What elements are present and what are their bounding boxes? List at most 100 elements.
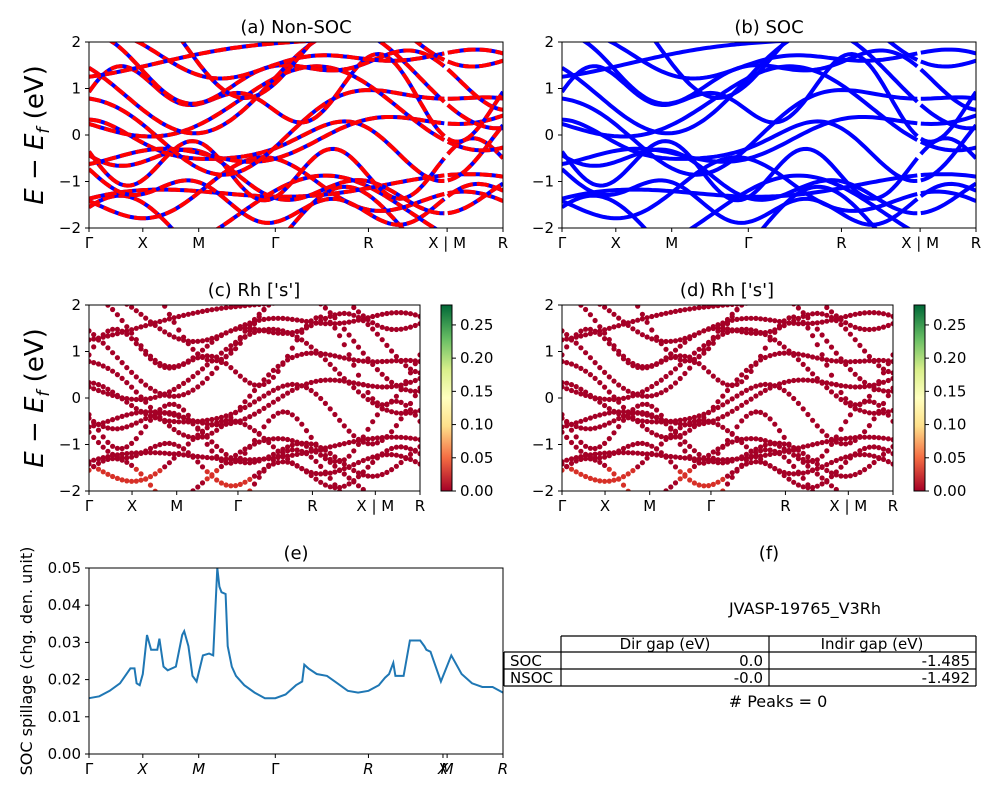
band-point	[620, 353, 627, 359]
band-point	[147, 385, 154, 391]
band-point	[365, 356, 371, 362]
band-point	[162, 305, 168, 309]
band-point	[568, 361, 575, 367]
band-point	[729, 382, 735, 389]
band-point	[833, 439, 839, 445]
band-point	[687, 415, 693, 422]
band-point	[828, 309, 835, 315]
band-point	[739, 390, 745, 396]
band-point	[814, 355, 820, 361]
band-point	[119, 455, 125, 461]
row-label-soc: SOC	[510, 652, 542, 670]
ytick-label: −1	[59, 436, 81, 454]
band-point	[91, 386, 97, 392]
band-point	[885, 322, 891, 329]
band-point	[327, 361, 333, 367]
band-point	[407, 311, 414, 317]
band-point	[862, 409, 868, 415]
band-point	[583, 473, 589, 480]
band-point	[800, 406, 806, 412]
band-point	[639, 389, 646, 395]
band-point	[805, 325, 811, 331]
band-point	[606, 478, 612, 484]
band-point	[833, 358, 839, 364]
band-point	[327, 352, 333, 358]
band-point	[819, 453, 825, 459]
band-point	[266, 454, 272, 460]
band-point	[374, 412, 380, 418]
band-point	[663, 346, 669, 352]
band-point	[890, 313, 893, 319]
band-point	[270, 436, 276, 442]
band-point	[384, 448, 390, 454]
band-point	[649, 313, 655, 320]
band-point	[748, 396, 754, 402]
band-point	[819, 428, 825, 434]
band-point	[795, 447, 802, 453]
band-point	[814, 457, 820, 463]
band-point	[337, 320, 343, 326]
band-point	[403, 455, 409, 462]
band-point	[318, 471, 324, 477]
band-point	[379, 337, 385, 343]
band-point	[370, 400, 376, 406]
band-point	[701, 365, 707, 371]
spillage-xtick-label: Γ	[271, 760, 280, 778]
band-point	[228, 483, 234, 489]
band-point	[862, 445, 868, 452]
band-point	[625, 415, 631, 421]
band-point	[710, 404, 716, 410]
band-point	[398, 434, 404, 440]
band-point	[824, 462, 830, 468]
band-point	[583, 350, 589, 356]
band-point	[403, 325, 409, 331]
band-point	[379, 471, 385, 478]
band-point	[280, 459, 286, 465]
band-point	[852, 371, 858, 377]
band-point	[611, 324, 617, 330]
band-point	[862, 326, 868, 332]
band-point	[672, 338, 679, 344]
band-point	[199, 420, 206, 426]
band-point	[261, 466, 267, 472]
band-point	[285, 353, 291, 359]
band-point	[190, 418, 196, 424]
band-point	[412, 368, 418, 375]
band-point	[289, 330, 295, 336]
band-point	[233, 419, 239, 425]
band-point	[327, 444, 333, 450]
band-point	[237, 305, 243, 309]
band-point	[299, 465, 305, 472]
band-point	[370, 396, 376, 402]
band-point	[592, 329, 598, 335]
band-point	[393, 393, 399, 399]
band-point	[833, 434, 839, 440]
band-point	[318, 447, 324, 453]
band-point	[360, 313, 366, 319]
band-point	[147, 409, 154, 415]
band-point	[166, 418, 172, 424]
band-point	[166, 393, 172, 399]
band-point	[843, 459, 849, 465]
colorbar-tick-label: 0.10	[933, 416, 966, 434]
band-point	[166, 389, 172, 395]
band-point	[147, 353, 154, 359]
band-point	[616, 348, 622, 354]
band-point	[630, 360, 636, 367]
band-point	[876, 435, 882, 441]
band-point	[114, 475, 120, 481]
band-point	[389, 398, 395, 404]
band-point	[327, 456, 333, 462]
band-point	[843, 400, 849, 406]
band-point	[682, 439, 688, 445]
band-point	[322, 447, 328, 453]
band-point	[568, 460, 575, 466]
band-point	[800, 310, 806, 316]
band-point	[687, 422, 693, 428]
band-point	[204, 454, 210, 461]
band-point	[166, 364, 172, 370]
band-point	[181, 380, 187, 386]
band-point	[795, 452, 802, 459]
band-point	[346, 475, 352, 481]
colorbar-d: 0.250.200.150.100.050.00	[913, 304, 966, 500]
